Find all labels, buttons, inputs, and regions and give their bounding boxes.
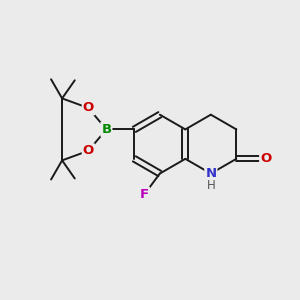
Text: N: N [205, 167, 216, 180]
Text: O: O [260, 152, 272, 165]
Text: F: F [140, 188, 149, 201]
Text: O: O [83, 144, 94, 157]
Text: H: H [206, 179, 215, 192]
Text: B: B [101, 123, 111, 136]
Text: O: O [83, 101, 94, 115]
